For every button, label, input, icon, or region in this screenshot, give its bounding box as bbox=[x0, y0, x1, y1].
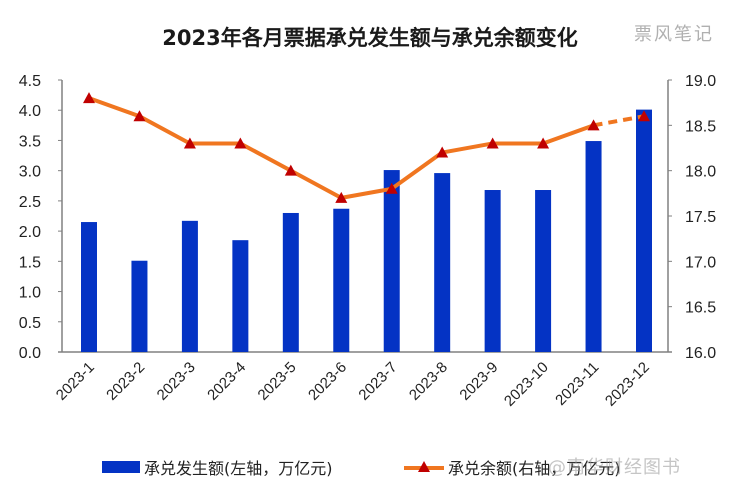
triangle-marker-icon bbox=[587, 119, 600, 131]
bar-2023-1 bbox=[81, 222, 97, 352]
bar-2023-2 bbox=[131, 260, 148, 352]
bar-2023-4 bbox=[232, 240, 249, 352]
triangle-marker-icon bbox=[83, 92, 95, 104]
left-tick-label: 4.5 bbox=[19, 73, 41, 90]
chart-title-text: 2023年各月票据承兑发生额与承兑余额变化 bbox=[162, 26, 578, 50]
x-tick-label: 2023-7 bbox=[355, 359, 400, 404]
left-tick-label: 3.5 bbox=[19, 133, 41, 150]
left-tick-label: 3.0 bbox=[19, 164, 41, 181]
bar-2023-3 bbox=[181, 220, 198, 352]
brand-watermark: 票风笔记 bbox=[634, 24, 714, 45]
source-watermark: @南华财经图书 bbox=[548, 457, 681, 478]
x-tick-label: 2023-3 bbox=[154, 359, 199, 404]
right-tick-label: 18.0 bbox=[685, 164, 716, 181]
bar-2023-5 bbox=[282, 212, 299, 352]
bar-swatch-icon bbox=[102, 461, 140, 473]
bar-2023-11 bbox=[585, 141, 602, 352]
x-tick-label: 2023-9 bbox=[456, 359, 501, 404]
bar-2023-6 bbox=[333, 208, 350, 352]
triangle-marker-icon bbox=[335, 191, 348, 203]
left-tick-label: 1.0 bbox=[19, 285, 41, 302]
balance-line bbox=[88, 96, 595, 200]
triangle-marker-icon bbox=[133, 110, 146, 122]
triangle-marker-icon bbox=[284, 164, 297, 176]
right-tick-label: 17.5 bbox=[685, 209, 716, 226]
bar-2023-8 bbox=[434, 173, 451, 352]
left-tick-label: 0.5 bbox=[19, 315, 41, 332]
x-tick-label: 2023-12 bbox=[602, 359, 653, 410]
legend-line-label: 承兑余额(右轴，万亿元) bbox=[448, 459, 621, 478]
triangle-marker-icon bbox=[234, 137, 247, 149]
right-tick-label: 16.5 bbox=[685, 300, 716, 317]
bar-2023-12 bbox=[636, 109, 652, 353]
chart-title: 2023年各月票据承兑发生额与承兑余额变化 bbox=[0, 22, 744, 52]
balance-line-dashed-segment bbox=[593, 114, 645, 128]
triangle-marker-icon bbox=[385, 182, 398, 194]
triangle-marker-icon bbox=[436, 146, 449, 158]
legend-item-bar: 承兑发生额(左轴，万亿元) bbox=[102, 455, 333, 479]
x-tick-label: 2023-2 bbox=[103, 359, 148, 404]
x-tick-label: 2023-10 bbox=[501, 359, 552, 410]
legend-bar-label: 承兑发生额(左轴，万亿元) bbox=[144, 459, 333, 478]
x-tick-label: 2023-6 bbox=[305, 359, 350, 404]
x-tick-label: 2023-4 bbox=[204, 359, 249, 404]
right-tick-label: 17.0 bbox=[685, 254, 716, 271]
right-tick-label: 16.0 bbox=[685, 345, 716, 362]
x-tick-label: 2023-11 bbox=[552, 359, 602, 409]
left-tick-label: 2.0 bbox=[19, 224, 41, 241]
line-triangle-swatch-icon bbox=[404, 461, 444, 473]
bar-2023-10 bbox=[535, 190, 552, 352]
left-tick-label: 0.0 bbox=[19, 345, 41, 362]
left-tick-label: 4.0 bbox=[19, 103, 41, 120]
x-tick-label: 2023-8 bbox=[406, 359, 451, 404]
left-tick-label: 2.5 bbox=[19, 194, 41, 211]
legend-item-line: 承兑余额(右轴，万亿元) bbox=[404, 455, 621, 479]
right-tick-label: 19.0 bbox=[685, 73, 716, 90]
triangle-marker-icon bbox=[183, 137, 196, 149]
x-tick-label: 2023-1 bbox=[53, 359, 98, 404]
right-tick-label: 18.5 bbox=[685, 118, 716, 135]
triangle-marker-icon bbox=[486, 137, 499, 149]
x-tick-label: 2023-5 bbox=[255, 359, 300, 404]
bar-2023-7 bbox=[383, 170, 400, 352]
triangle-marker-icon bbox=[638, 110, 650, 122]
left-tick-label: 1.5 bbox=[19, 254, 41, 271]
bar-2023-9 bbox=[484, 190, 501, 352]
triangle-marker-icon bbox=[537, 137, 550, 149]
